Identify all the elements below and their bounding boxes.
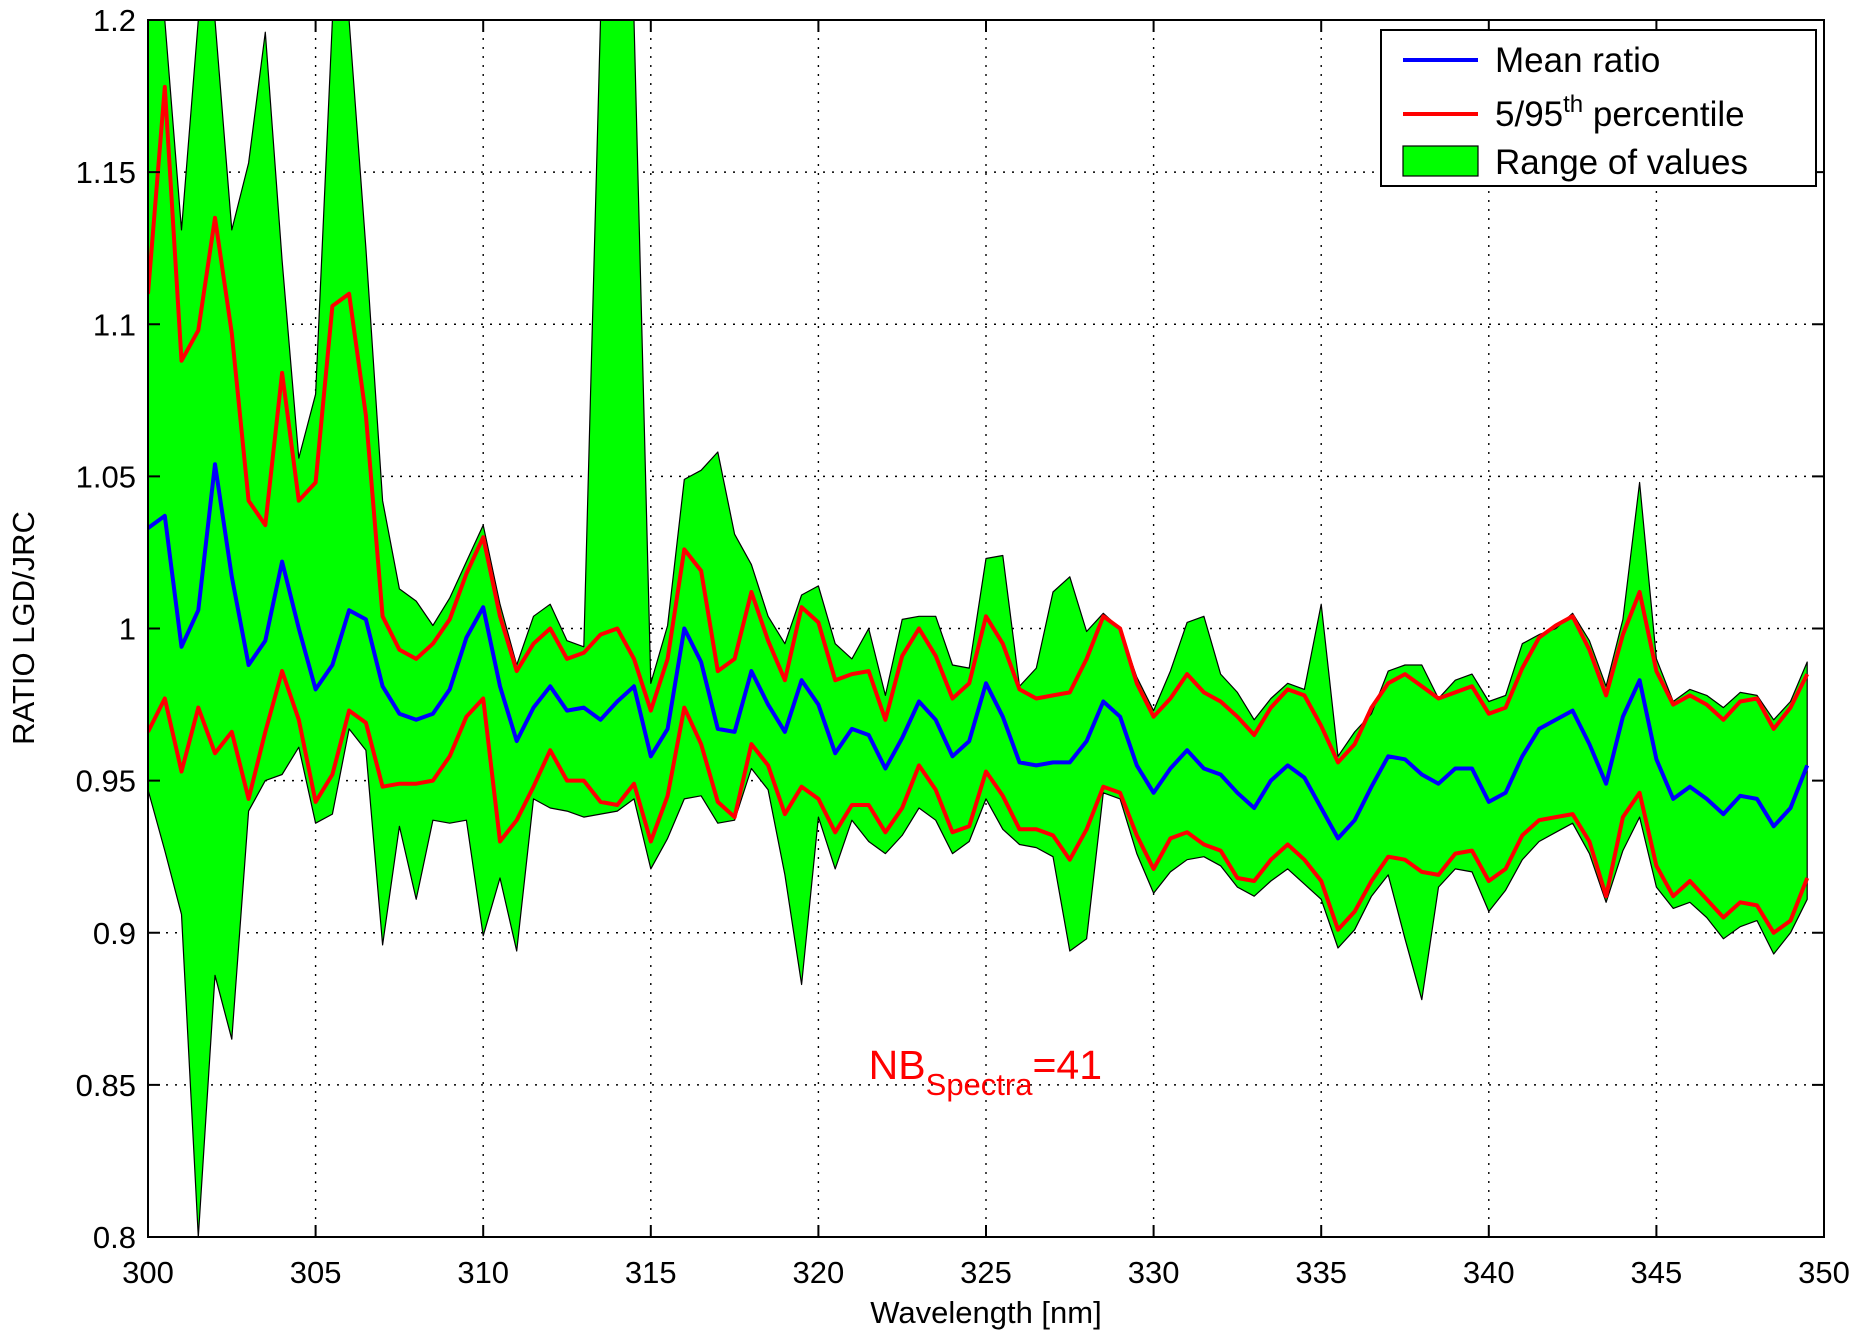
legend-pct-main: 5/95 <box>1495 95 1563 134</box>
x-tick-label: 315 <box>625 1255 677 1290</box>
y-tick-label: 0.9 <box>93 916 136 951</box>
legend: Mean ratio 5/95th percentile Range of va… <box>1380 29 1817 187</box>
x-tick-label: 335 <box>1295 1255 1347 1290</box>
legend-label-range: Range of values <box>1495 143 1748 182</box>
y-tick-label: 1.2 <box>93 3 136 38</box>
x-tick-label: 300 <box>122 1255 174 1290</box>
y-tick-label: 1.05 <box>76 459 136 494</box>
x-tick-label: 330 <box>1128 1255 1180 1290</box>
annotation-main: NB <box>869 1042 926 1088</box>
nb-spectra-annotation: NBSpectra=41 <box>869 1042 1102 1102</box>
legend-swatch-range <box>1402 145 1479 177</box>
range-of-values-area <box>148 20 1808 1237</box>
y-tick-label: 0.95 <box>76 764 136 799</box>
y-tick-label: 0.85 <box>76 1068 136 1103</box>
x-tick-label: 345 <box>1631 1255 1683 1290</box>
legend-pct-tail: percentile <box>1583 95 1744 134</box>
x-tick-label: 320 <box>793 1255 845 1290</box>
x-tick-label: 325 <box>960 1255 1012 1290</box>
x-tick-label: 350 <box>1798 1255 1850 1290</box>
legend-label-percentile: 5/95th percentile <box>1495 91 1745 134</box>
x-tick-label: 310 <box>457 1255 509 1290</box>
percentile-95-line <box>148 84 1809 765</box>
axis-ticks: 300 305 310 315 320 325 330 335 340 345 350 0.8 0.85… <box>76 3 1850 1290</box>
y-tick-label: 0.8 <box>93 1220 136 1255</box>
y-tick-label: 1.15 <box>76 155 136 190</box>
x-tick-label: 305 <box>290 1255 342 1290</box>
y-tick-label: 1 <box>119 612 136 647</box>
annotation-tail: =41 <box>1032 1042 1102 1088</box>
x-tick-label: 340 <box>1463 1255 1515 1290</box>
x-axis-title: Wavelength [nm] <box>870 1295 1101 1330</box>
mean-ratio-line <box>148 462 1810 841</box>
data-layer <box>148 20 1810 1237</box>
y-tick-label: 1.1 <box>93 307 136 342</box>
annotation-sub: Spectra <box>926 1067 1034 1102</box>
legend-label-mean: Mean ratio <box>1495 41 1660 80</box>
percentile-5-line <box>148 669 1810 935</box>
legend-pct-sup: th <box>1563 91 1583 118</box>
y-axis-title: RATIO LGD/JRC <box>6 511 41 745</box>
